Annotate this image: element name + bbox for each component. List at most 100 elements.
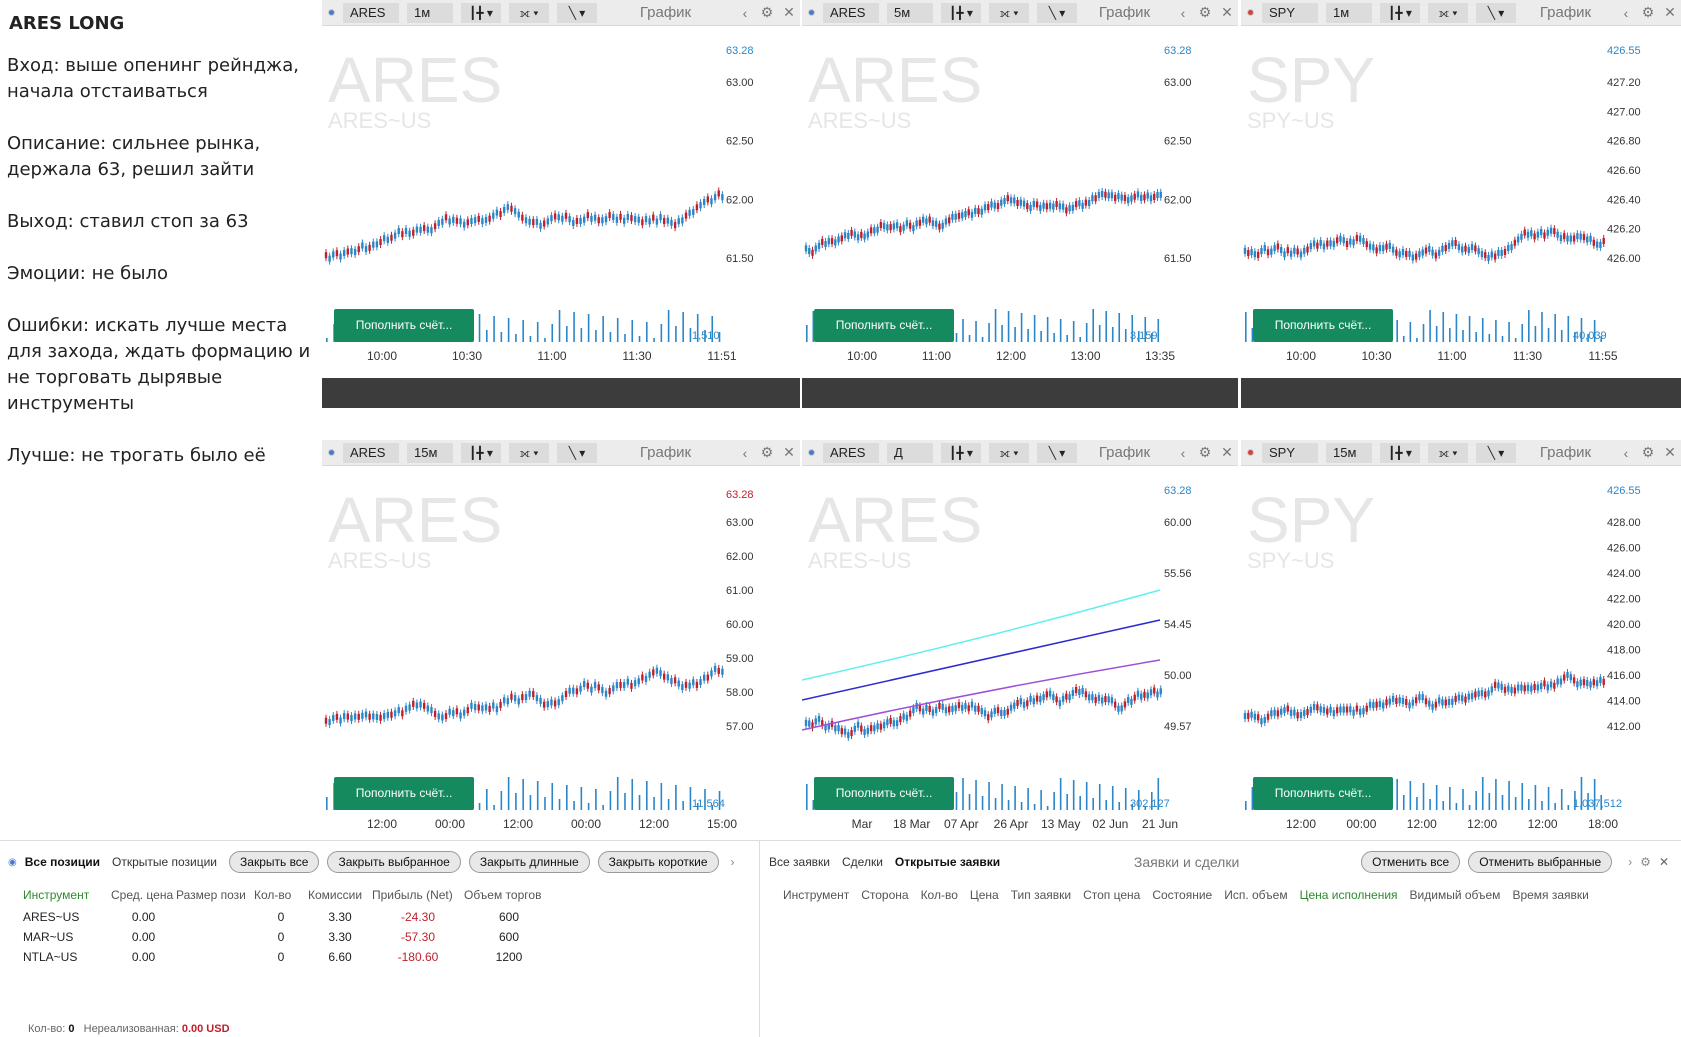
- col-order-header[interactable]: Инструмент: [783, 888, 850, 902]
- link-icon[interactable]: [328, 449, 335, 456]
- tab-all-orders[interactable]: Все заявки: [769, 855, 831, 869]
- close-icon[interactable]: ✕: [783, 4, 795, 20]
- gear-icon[interactable]: ⚙: [1198, 4, 1212, 20]
- cancel-all-button[interactable]: Отменить все: [1361, 851, 1461, 873]
- tab-trades[interactable]: Сделки: [842, 855, 883, 869]
- col-order-header[interactable]: Кол-во: [920, 888, 958, 902]
- candle-type-icon[interactable]: ┃╋ ▾: [461, 442, 501, 463]
- col-order-header[interactable]: Состояние: [1152, 888, 1213, 902]
- close-icon[interactable]: ✕: [1664, 4, 1676, 20]
- drawing-tool-icon[interactable]: ╲ ▾: [1037, 442, 1077, 463]
- col-volume[interactable]: Объем торгов: [464, 888, 542, 902]
- symbol-selector[interactable]: ARES: [823, 2, 879, 23]
- indicators-icon[interactable]: ⟗ ▾: [509, 2, 549, 23]
- fund-account-button[interactable]: Пополнить счёт...: [334, 777, 474, 810]
- col-pos-size[interactable]: Размер пози: [176, 888, 246, 902]
- chevron-left-icon[interactable]: ‹: [742, 444, 748, 461]
- time-scroller[interactable]: [322, 378, 800, 408]
- link-icon[interactable]: [1247, 449, 1254, 456]
- chevron-left-icon[interactable]: ‹: [1623, 4, 1629, 21]
- col-order-header[interactable]: Стоп цена: [1083, 888, 1141, 902]
- timeframe-selector[interactable]: 15м: [1326, 442, 1372, 463]
- fund-account-button[interactable]: Пополнить счёт...: [1253, 309, 1393, 342]
- timeframe-selector[interactable]: 5м: [887, 2, 933, 23]
- timeframe-selector[interactable]: 15м: [407, 442, 453, 463]
- chevron-right-icon[interactable]: ›: [1628, 855, 1633, 869]
- gear-icon[interactable]: ⚙: [760, 4, 774, 20]
- close-short-button[interactable]: Закрыть короткие: [597, 851, 719, 873]
- tab-open-orders[interactable]: Открытые заявки: [894, 855, 1001, 869]
- col-order-header[interactable]: Время заявки: [1512, 888, 1589, 902]
- indicators-icon[interactable]: ⟗ ▾: [1428, 442, 1468, 463]
- drawing-tool-icon[interactable]: ╲ ▾: [1476, 2, 1516, 23]
- col-order-header[interactable]: Видимый объем: [1409, 888, 1501, 902]
- fund-account-button[interactable]: Пополнить счёт...: [814, 777, 954, 810]
- col-qty[interactable]: Кол-во: [254, 888, 292, 902]
- gear-icon[interactable]: ⚙: [1641, 444, 1655, 460]
- symbol-selector[interactable]: SPY: [1262, 442, 1318, 463]
- close-icon[interactable]: ✕: [1658, 855, 1669, 869]
- col-order-header[interactable]: Тип заявки: [1010, 888, 1072, 902]
- chevron-left-icon[interactable]: ‹: [742, 4, 748, 21]
- indicators-icon[interactable]: ⟗ ▾: [989, 442, 1029, 463]
- indicators-icon[interactable]: ⟗ ▾: [1428, 2, 1468, 23]
- symbol-selector[interactable]: ARES: [343, 2, 399, 23]
- gear-icon[interactable]: ⚙: [1198, 444, 1212, 460]
- chevron-right-icon[interactable]: ›: [730, 855, 735, 869]
- close-icon[interactable]: ✕: [1664, 444, 1676, 460]
- fund-account-button[interactable]: Пополнить счёт...: [1253, 777, 1393, 810]
- fund-account-button[interactable]: Пополнить счёт...: [814, 309, 954, 342]
- candle-type-icon[interactable]: ┃╋ ▾: [1380, 442, 1420, 463]
- close-selected-button[interactable]: Закрыть выбранное: [327, 851, 461, 873]
- drawing-tool-icon[interactable]: ╲ ▾: [1037, 2, 1077, 23]
- close-icon[interactable]: ✕: [1221, 4, 1233, 20]
- timeframe-selector[interactable]: 1м: [1326, 2, 1372, 23]
- close-all-button[interactable]: Закрыть все: [229, 851, 320, 873]
- time-scroller[interactable]: [802, 378, 1238, 408]
- table-row[interactable]: ARES~US 0.00 0 3.30 -24.30 600: [0, 907, 759, 927]
- col-instrument[interactable]: Инструмент: [23, 888, 90, 902]
- link-icon[interactable]: ◉: [8, 856, 17, 868]
- col-commission[interactable]: Комиссии: [308, 888, 363, 902]
- timeframe-selector[interactable]: Д: [887, 442, 933, 463]
- candle-type-icon[interactable]: ┃╋ ▾: [1380, 2, 1420, 23]
- candle-type-icon[interactable]: ┃╋ ▾: [941, 442, 981, 463]
- col-profit[interactable]: Прибыль (Net): [372, 888, 453, 902]
- timeframe-selector[interactable]: 1м: [407, 2, 453, 23]
- gear-icon[interactable]: ⚙: [760, 444, 774, 460]
- drawing-tool-icon[interactable]: ╲ ▾: [557, 442, 597, 463]
- close-icon[interactable]: ✕: [1221, 444, 1233, 460]
- table-row[interactable]: NTLA~US 0.00 0 6.60 -180.60 1200: [0, 947, 759, 967]
- close-long-button[interactable]: Закрыть длинные: [468, 851, 590, 873]
- col-order-header[interactable]: Цена: [969, 888, 999, 902]
- symbol-selector[interactable]: ARES: [823, 442, 879, 463]
- gear-icon[interactable]: ⚙: [1641, 4, 1655, 20]
- chevron-left-icon[interactable]: ‹: [1623, 444, 1629, 461]
- candle-type-icon[interactable]: ┃╋ ▾: [461, 2, 501, 23]
- fund-account-button[interactable]: Пополнить счёт...: [334, 309, 474, 342]
- chevron-left-icon[interactable]: ‹: [1180, 444, 1186, 461]
- col-order-header[interactable]: Цена исполнения: [1299, 888, 1398, 902]
- indicators-icon[interactable]: ⟗ ▾: [509, 442, 549, 463]
- symbol-selector[interactable]: SPY: [1262, 2, 1318, 23]
- drawing-tool-icon[interactable]: ╲ ▾: [557, 2, 597, 23]
- close-icon[interactable]: ✕: [783, 444, 795, 460]
- time-scroller[interactable]: [1241, 378, 1681, 408]
- link-icon[interactable]: [808, 449, 815, 456]
- chevron-left-icon[interactable]: ‹: [1180, 4, 1186, 21]
- table-row[interactable]: MAR~US 0.00 0 3.30 -57.30 600: [0, 927, 759, 947]
- cancel-selected-button[interactable]: Отменить выбранные: [1468, 851, 1613, 873]
- col-avg-price[interactable]: Сред. цена: [111, 888, 174, 902]
- link-icon[interactable]: [1247, 9, 1254, 16]
- tab-all-positions[interactable]: Все позиции: [24, 855, 100, 869]
- symbol-selector[interactable]: ARES: [343, 442, 399, 463]
- link-icon[interactable]: [328, 9, 335, 16]
- tab-open-positions[interactable]: Открытые позиции: [111, 855, 218, 869]
- col-order-header[interactable]: Исп. объем: [1224, 888, 1288, 902]
- indicators-icon[interactable]: ⟗ ▾: [989, 2, 1029, 23]
- gear-icon[interactable]: ⚙: [1640, 855, 1651, 869]
